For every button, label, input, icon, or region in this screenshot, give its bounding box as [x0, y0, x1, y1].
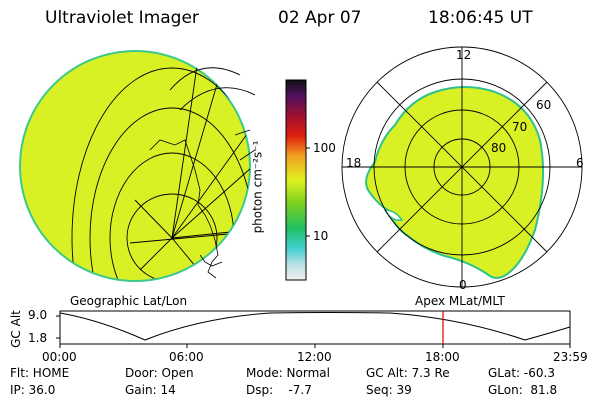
mlt-label-18: 18 [346, 156, 362, 170]
date-label: 02 Apr 07 [278, 8, 362, 28]
coastline [149, 139, 219, 279]
earth-disk [19, 50, 251, 282]
colorbar-gradient [285, 79, 307, 281]
info-ip: IP: 36.0 [10, 383, 56, 397]
altitude-curve [59, 312, 571, 341]
orbit-xtick: 18:00 [425, 350, 460, 364]
outer-arcs [169, 67, 256, 161]
orbit-ytick-min: 1.8 [28, 331, 48, 345]
time-label: 18:06:45 UT [428, 8, 533, 28]
mlt-label-0: 0 [459, 278, 467, 292]
polar-plot [341, 46, 583, 288]
orbit-xtick: 23:59 [553, 350, 588, 364]
orbit-xtick: 00:00 [42, 350, 77, 364]
colorbar-unit-label: photon cm⁻²s⁻¹ [250, 140, 265, 234]
info-gain: Gain: 14 [125, 383, 176, 397]
info-mode: Mode: Normal [246, 366, 330, 380]
lat-label-80: 80 [491, 141, 507, 155]
info-glon: GLon: 81.8 [488, 383, 558, 397]
info-seq: Seq: 39 [366, 383, 412, 397]
orbit-ytick-max: 9.0 [28, 308, 48, 322]
info-door: Door: Open [125, 366, 194, 380]
info-gc-alt: GC Alt: 7.3 Re [366, 366, 450, 380]
mlt-label-12: 12 [456, 48, 472, 62]
orbit-xtick: 06:00 [169, 350, 204, 364]
colorbar [285, 79, 310, 281]
info-glat: GLat: -60.3 [488, 366, 555, 380]
coastline-fragment [199, 254, 223, 267]
mlt-label-6: 6 [576, 156, 584, 170]
orbit-plot [56, 310, 571, 348]
instrument-title: Ultraviolet Imager [45, 8, 199, 28]
lat-label-70: 70 [512, 120, 528, 134]
lat-label-60: 60 [536, 98, 552, 112]
orbit-ylabel: GC Alt [8, 310, 23, 348]
polar-grid [341, 46, 583, 288]
colorbar-tick-10: 10 [313, 229, 329, 243]
geographic-plot-title: Geographic Lat/Lon [70, 294, 188, 308]
info-flt: Flt: HOME [10, 366, 70, 380]
orbit-xtick: 12:00 [297, 350, 332, 364]
orbit-frame [59, 310, 571, 345]
apex-plot-title: Apex MLat/MLT [415, 294, 505, 308]
colorbar-tick-100: 100 [313, 141, 336, 155]
geographic-image [19, 50, 256, 282]
info-dsp: Dsp: -7.7 [246, 383, 312, 397]
